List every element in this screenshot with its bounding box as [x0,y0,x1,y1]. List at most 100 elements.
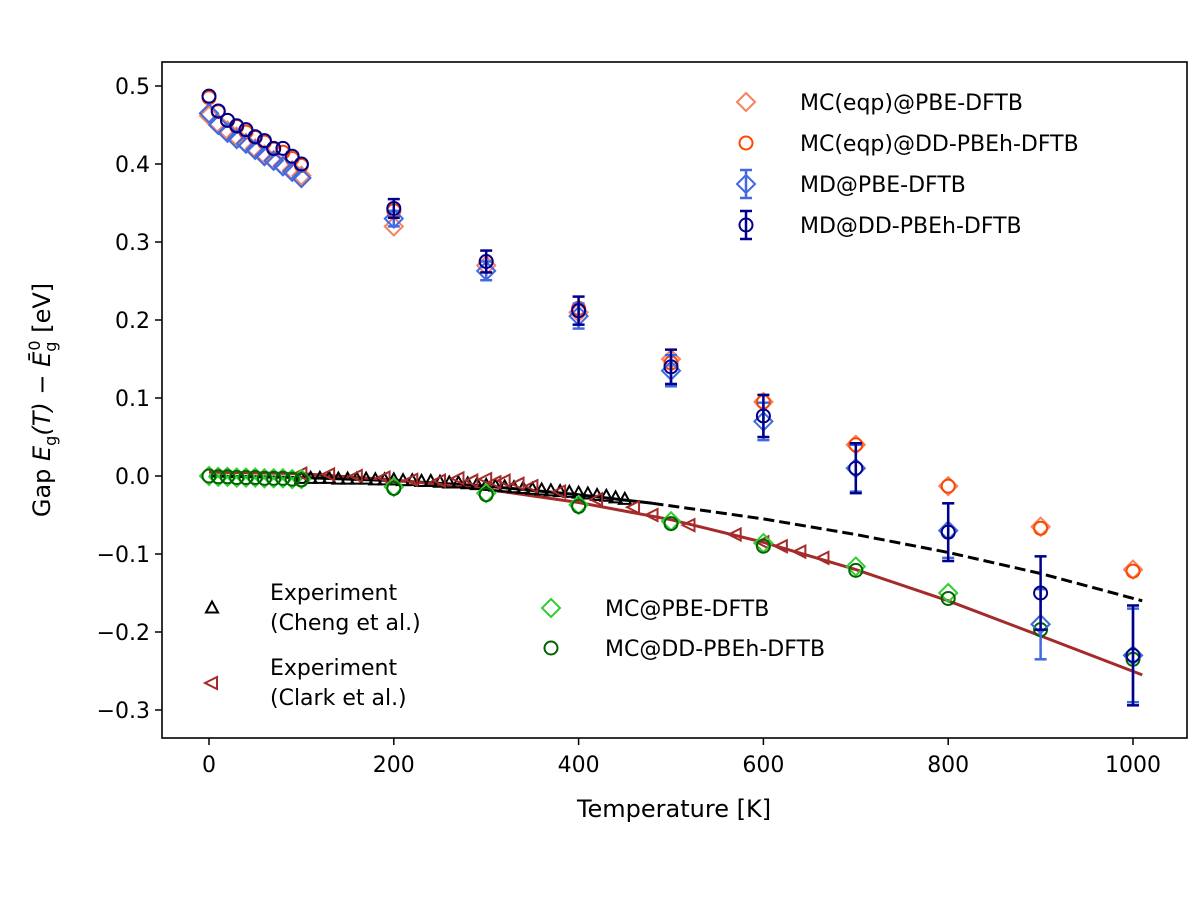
data-point [755,538,771,554]
data-point [478,487,494,503]
data-point [430,473,446,489]
legend-marker [735,91,757,113]
data-point [791,544,807,560]
data-point [207,114,229,136]
data-point [281,159,303,181]
data-point [201,88,217,104]
data-point [940,478,956,494]
legend-marker [738,135,754,151]
data-point [284,148,300,164]
y-tick-label: −0.3 [97,699,150,724]
data-point [339,470,356,485]
y-tick-label: −0.1 [97,543,150,568]
data-point [254,144,275,166]
data-point [247,470,263,486]
legend-marker [543,640,559,656]
data-point [238,122,254,138]
y-tick-label: 0.4 [115,153,150,178]
x-tick-label: 0 [202,753,216,778]
y-tick-label: −0.2 [97,621,150,646]
data-point [533,481,550,496]
data-point [201,468,217,484]
axis-ticks: 0 200 400 600 800 1000 0.5 0.4 0.3 0.2 0.1 0.0 −0.1 −… [97,75,1161,778]
data-point [404,472,420,487]
data-point [449,470,465,486]
y-tick-label: 0.2 [115,309,150,334]
data-point [210,103,226,119]
data-point [598,487,615,502]
data-point [1033,585,1049,601]
plot-frame [161,61,1188,739]
data-point [238,470,254,486]
data-point [386,200,402,216]
data-point [432,473,448,488]
legend-marker [738,217,754,233]
legend: MC(eqp)@PBE-DFTB MC(eqp)@DD-PBEh-DFTB MD@P… [202,91,1079,711]
data-point [217,122,238,144]
data-point [463,473,479,489]
data-point [848,562,864,578]
data-point [226,126,248,148]
x-tick-label: 400 [558,753,600,778]
data-point [772,538,788,554]
data-point [229,470,245,486]
data-point [726,526,742,543]
data-point [272,155,294,177]
data-point [266,140,282,156]
y-axis-label: Gap Eg(T) − Ēg0 [eV] [25,283,60,517]
legend-label: (Cheng et al.) [270,611,421,636]
data-point [550,483,567,500]
data-point [607,489,624,504]
data-point [848,460,864,476]
data-point [266,470,282,486]
x-tick-label: 200 [373,753,415,778]
data-point [937,582,959,604]
data-point [476,471,493,487]
data-point [940,590,956,606]
data-point [475,260,497,282]
data-point [358,470,374,485]
data-point [330,470,347,485]
x-tick-label: 800 [927,753,969,778]
plot-marks [198,88,1144,707]
data-point [643,507,659,523]
data-point [403,472,419,488]
data-point [478,254,494,269]
data-point [755,408,771,424]
data-point [469,475,485,491]
data-point [229,118,245,134]
legend-label: MC(eqp)@DD-PBEh-DFTB [800,132,1079,157]
data-point [1030,613,1052,635]
legend-label: Experiment [270,656,397,681]
data-point [561,483,578,498]
data-point [256,470,272,486]
data-point [284,471,300,487]
data-point [256,133,272,149]
legend-label: MC@DD-PBEh-DFTB [605,637,825,662]
legend-label: Experiment [270,581,397,606]
legend-label: MC@PBE-DFTB [605,597,769,622]
legend-marker [204,599,220,614]
data-point [275,470,291,486]
data-point [450,474,467,489]
data-point [523,478,539,494]
data-point [263,150,285,172]
data-point [383,215,405,237]
legend-label: MD@DD-PBEh-DFTB [800,214,1022,239]
data-point [1033,520,1049,536]
data-point [571,303,587,319]
data-point [680,517,696,533]
data-point [495,473,511,489]
data-point [290,165,312,187]
x-axis-label: Temperature [K] [576,795,771,823]
legend-label: (Clark et al.) [270,686,407,711]
x-tick-label: 600 [742,753,784,778]
data-point [247,129,263,145]
legend-marker [540,597,562,619]
data-point [663,359,679,375]
data-point [814,550,830,566]
data-point [940,524,956,540]
y-tick-label: 0.1 [115,387,150,412]
data-point [210,469,226,485]
